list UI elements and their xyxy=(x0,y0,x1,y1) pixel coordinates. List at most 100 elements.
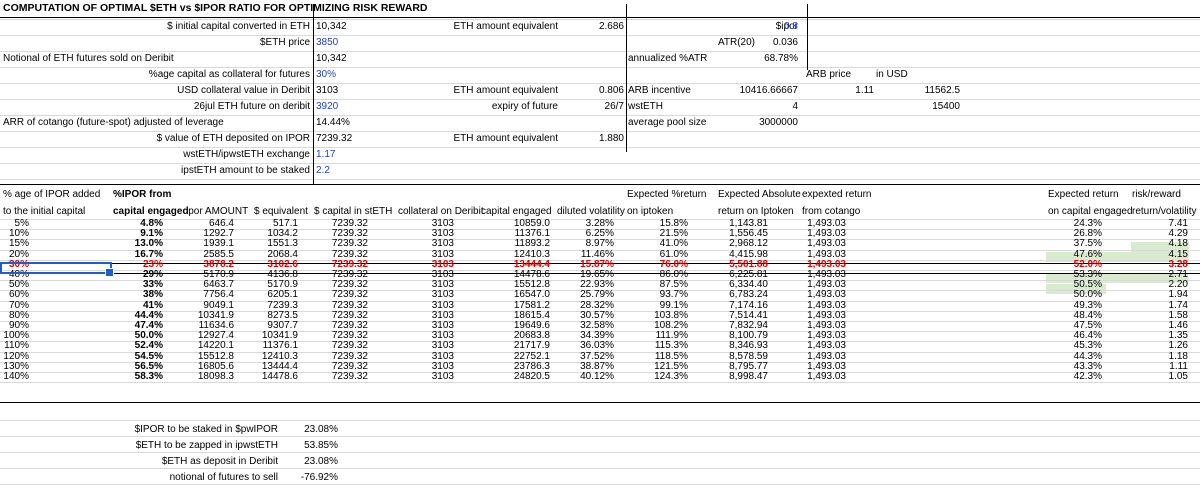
param-label[interactable]: USD collateral value in Deribit xyxy=(177,85,310,96)
table-cell[interactable]: 7239.32 xyxy=(331,309,368,321)
param-value[interactable]: 10,342 xyxy=(316,53,347,64)
table-cell[interactable]: 86.0% xyxy=(659,269,688,280)
table-cell[interactable]: 3878.2 xyxy=(203,258,234,270)
ipor-label[interactable]: $ipor xyxy=(775,21,798,32)
table-header[interactable]: $ capital in stETH xyxy=(314,206,393,217)
table-cell[interactable]: 8273.5 xyxy=(267,309,298,321)
table-cell[interactable]: 52.4% xyxy=(134,340,163,352)
table-cell[interactable]: 7239.32 xyxy=(331,371,368,382)
ipor-value[interactable]: 0.8 xyxy=(784,21,798,32)
table-cell[interactable]: 19.65% xyxy=(580,269,614,280)
table-cell[interactable]: 2,968.12 xyxy=(729,238,768,250)
table-cell[interactable]: 4136.8 xyxy=(267,269,298,280)
table-cell[interactable]: 7,514.41 xyxy=(729,309,768,321)
table-cell[interactable]: 76.0% xyxy=(659,258,688,270)
table-cell[interactable]: 23786.3 xyxy=(513,360,550,372)
arb-price-label[interactable]: ARB price xyxy=(806,69,852,80)
table-cell[interactable]: 124.3% xyxy=(654,371,688,382)
table-cell[interactable]: 70% xyxy=(8,299,29,311)
table-cell[interactable]: 7239.32 xyxy=(331,218,368,229)
param-label[interactable]: wstETH/ipwstETH exchange xyxy=(183,149,310,160)
table-cell[interactable]: 3103 xyxy=(431,238,454,250)
table-cell[interactable]: 11376.1 xyxy=(262,340,298,352)
table-cell[interactable]: 3103 xyxy=(431,330,454,342)
summary-value[interactable]: 53.85% xyxy=(304,440,338,451)
param-value[interactable]: 2.2 xyxy=(316,165,330,176)
table-cell[interactable]: 47.4% xyxy=(134,320,163,331)
table-cell[interactable]: 130% xyxy=(3,360,29,372)
pool-value[interactable]: 3000000 xyxy=(759,117,798,128)
annual-atr-value[interactable]: 68.78% xyxy=(764,53,798,64)
table-cell[interactable]: 1.94 xyxy=(1168,289,1188,301)
table-cell[interactable]: 7239.32 xyxy=(331,330,368,342)
table-cell[interactable]: 4.18 xyxy=(1168,238,1188,250)
table-cell[interactable]: 4.29 xyxy=(1168,228,1188,240)
table-cell[interactable]: 8,100.79 xyxy=(729,330,768,342)
table-header[interactable]: Expected Absolute xyxy=(718,189,801,200)
table-cell[interactable]: 3103 xyxy=(431,218,454,229)
pool-label[interactable]: average pool size xyxy=(628,117,707,128)
table-cell[interactable]: 3.28 xyxy=(1168,258,1188,270)
param-label[interactable]: ARR of cotango (future-spot) adjusted of… xyxy=(3,117,224,128)
table-cell[interactable]: 10341.9 xyxy=(261,330,298,342)
table-cell[interactable]: 43.3% xyxy=(1073,360,1102,372)
table-header[interactable]: % age of IPOR added xyxy=(3,189,101,200)
summary-value[interactable]: 23.08% xyxy=(304,456,338,467)
table-cell[interactable]: 1,493.03 xyxy=(807,238,846,250)
wsteth-value[interactable]: 4 xyxy=(792,101,798,112)
table-cell[interactable]: 1.74 xyxy=(1168,299,1188,311)
table-cell[interactable]: 12927.4 xyxy=(197,330,234,342)
table-header[interactable]: Expected return xyxy=(1048,189,1119,200)
table-header[interactable]: to the initial capital xyxy=(3,206,86,217)
table-cell[interactable]: 7.41 xyxy=(1168,218,1188,229)
param-label[interactable]: Notional of ETH futures sold on Deribit xyxy=(3,53,174,64)
table-cell[interactable]: 6,334.40 xyxy=(729,279,768,291)
table-cell[interactable]: 1,493.03 xyxy=(807,258,846,270)
table-cell[interactable]: 1.11 xyxy=(1169,360,1188,372)
table-cell[interactable]: 33% xyxy=(142,279,163,291)
table-cell[interactable]: 15512.8 xyxy=(513,279,550,291)
table-header[interactable]: from cotango xyxy=(802,206,861,217)
table-cell[interactable]: 41.0% xyxy=(659,238,688,250)
table-cell[interactable]: 87.5% xyxy=(659,279,688,291)
param-value[interactable]: 3920 xyxy=(316,101,339,112)
table-cell[interactable]: 7239.32 xyxy=(331,269,368,280)
eth-equiv-label[interactable]: ETH amount equivalent xyxy=(453,133,558,144)
table-cell[interactable]: 9049.1 xyxy=(203,299,234,311)
table-cell[interactable]: 1.05 xyxy=(1168,371,1188,382)
table-cell[interactable]: 40% xyxy=(8,269,29,280)
table-header[interactable]: capital engaged xyxy=(481,206,552,217)
table-cell[interactable]: 7239.32 xyxy=(331,320,368,331)
table-cell[interactable]: 1292.7 xyxy=(203,228,234,240)
table-cell[interactable]: 103.8% xyxy=(654,309,688,321)
table-cell[interactable]: 44.4% xyxy=(134,309,163,321)
table-cell[interactable]: 13.0% xyxy=(134,238,163,250)
table-cell[interactable]: 48.4% xyxy=(1073,309,1102,321)
param-label[interactable]: $ initial capital converted in ETH xyxy=(167,21,310,32)
table-header[interactable]: return on Iptoken xyxy=(718,206,794,217)
table-cell[interactable]: 38.87% xyxy=(580,360,614,372)
table-header[interactable]: expexted return xyxy=(802,189,872,200)
table-cell[interactable]: 110% xyxy=(4,340,29,352)
table-cell[interactable]: 646.4 xyxy=(208,218,234,229)
table-cell[interactable]: 517.1 xyxy=(272,218,298,229)
table-cell[interactable]: 2.71 xyxy=(1168,269,1188,280)
table-cell[interactable]: 29% xyxy=(142,269,163,280)
table-cell[interactable]: 1,493.03 xyxy=(807,299,846,311)
wsteth-usd-value[interactable]: 15400 xyxy=(932,101,960,112)
table-cell[interactable]: 16547.0 xyxy=(513,289,550,301)
table-cell[interactable]: 8,578.59 xyxy=(729,350,768,362)
table-cell[interactable]: 7239.32 xyxy=(331,248,368,260)
table-cell[interactable]: 14478.6 xyxy=(261,371,298,382)
arb-incentive-label[interactable]: ARB incentive xyxy=(628,85,691,96)
table-cell[interactable]: 3102.6 xyxy=(267,258,298,270)
param-label[interactable]: %age capital as collateral for futures xyxy=(148,69,310,80)
table-cell[interactable]: 50.5% xyxy=(1073,279,1102,291)
table-cell[interactable]: 8.97% xyxy=(585,238,614,250)
table-cell[interactable]: 1551.3 xyxy=(267,238,298,250)
eth-equiv-label[interactable]: ETH amount equivalent xyxy=(453,85,558,96)
table-cell[interactable]: 1.18 xyxy=(1168,350,1188,362)
table-cell[interactable]: 3103 xyxy=(431,248,454,260)
table-header[interactable]: return/volatility xyxy=(1132,206,1197,217)
